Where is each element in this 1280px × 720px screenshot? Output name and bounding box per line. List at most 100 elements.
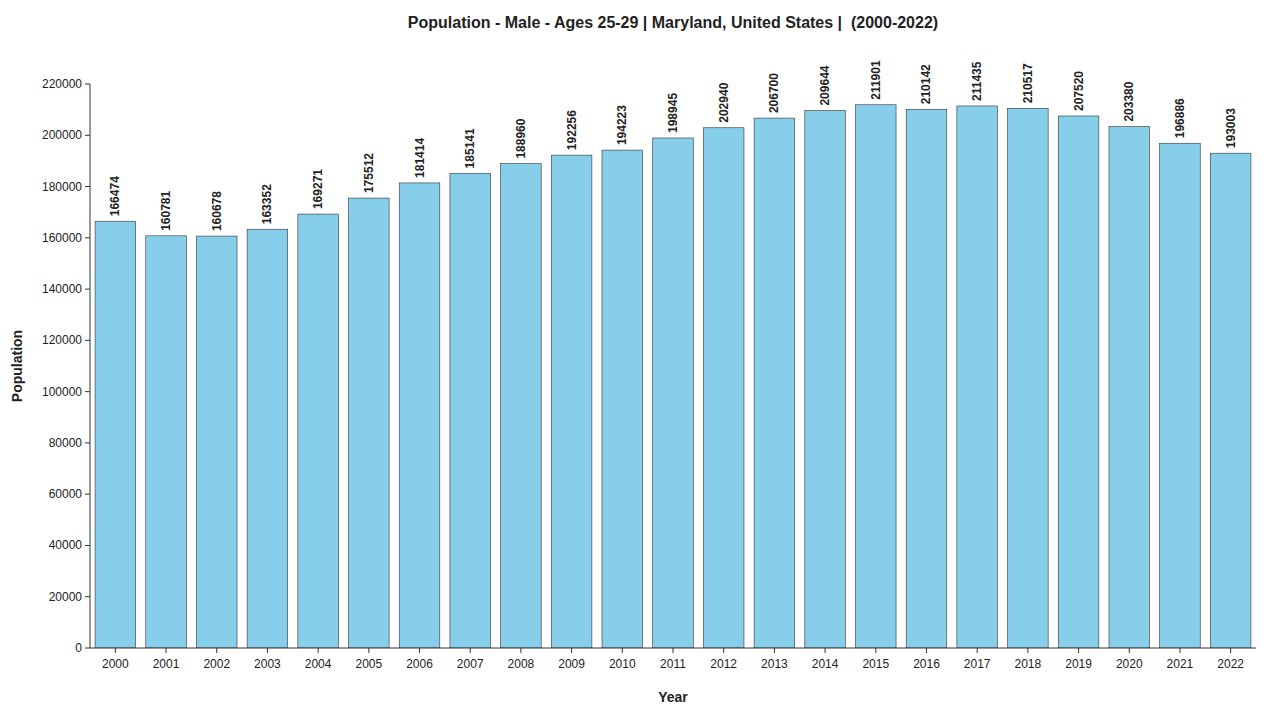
bar: [501, 164, 542, 648]
x-tick-label: 2018: [1015, 657, 1042, 671]
x-tick-label: 2013: [761, 657, 788, 671]
bar: [1058, 116, 1099, 648]
data-label: 210517: [1021, 63, 1035, 103]
y-tick-label: 80000: [49, 436, 83, 450]
x-tick-label: 2009: [558, 657, 585, 671]
data-label: 181414: [413, 138, 427, 178]
y-tick-label: 160000: [42, 231, 82, 245]
x-tick-label: 2022: [1217, 657, 1244, 671]
x-tick: [318, 648, 319, 653]
data-label: 207520: [1072, 71, 1086, 111]
y-tick: [85, 442, 90, 443]
x-tick: [1230, 648, 1231, 653]
x-tick: [1129, 648, 1130, 653]
x-tick-label: 2003: [254, 657, 281, 671]
data-label: 193003: [1224, 108, 1238, 148]
x-tick: [926, 648, 927, 653]
x-tick: [115, 648, 116, 653]
x-tick: [216, 648, 217, 653]
bar: [653, 138, 694, 648]
data-label: 192256: [565, 110, 579, 150]
x-tick-label: 2011: [660, 657, 686, 671]
bar: [1160, 143, 1201, 648]
x-tick: [723, 648, 724, 653]
bar: [703, 128, 744, 648]
x-tick-label: 2015: [862, 657, 889, 671]
x-tick-label: 2020: [1116, 657, 1143, 671]
x-tick-label: 2005: [355, 657, 382, 671]
x-tick: [166, 648, 167, 653]
bar: [551, 155, 592, 648]
y-tick: [85, 494, 90, 495]
bar: [856, 105, 897, 648]
y-tick: [85, 237, 90, 238]
x-tick-label: 2007: [457, 657, 484, 671]
y-tick: [85, 289, 90, 290]
x-tick: [520, 648, 521, 653]
bar: [196, 236, 237, 648]
data-label: 210142: [919, 64, 933, 104]
data-label: 160678: [210, 191, 224, 231]
y-tick: [85, 648, 90, 649]
bar: [298, 214, 339, 648]
bar: [95, 221, 136, 648]
bar: [805, 111, 846, 648]
data-label: 166474: [108, 176, 122, 216]
x-tick-label: 2014: [812, 657, 839, 671]
y-tick-label: 40000: [49, 538, 83, 552]
y-tick: [85, 596, 90, 597]
y-tick: [85, 340, 90, 341]
x-tick-label: 2004: [305, 657, 332, 671]
y-tick: [85, 391, 90, 392]
data-label: 185141: [463, 128, 477, 168]
y-axis-label: Population: [9, 330, 25, 402]
x-tick-label: 2016: [913, 657, 940, 671]
y-tick: [85, 135, 90, 136]
data-label: 196886: [1173, 98, 1187, 138]
bar: [1008, 108, 1049, 648]
bar: [1109, 127, 1150, 648]
data-label: 198945: [666, 93, 680, 133]
bar: [754, 118, 795, 648]
y-tick: [85, 84, 90, 85]
bar: [602, 150, 643, 648]
bar: [399, 183, 440, 648]
x-tick: [1027, 648, 1028, 653]
y-tick: [85, 545, 90, 546]
bar: [957, 106, 998, 648]
x-tick-label: 2021: [1167, 657, 1194, 671]
x-tick: [267, 648, 268, 653]
data-label: 203380: [1122, 81, 1136, 121]
x-tick-label: 2008: [508, 657, 535, 671]
x-tick: [825, 648, 826, 653]
x-tick: [368, 648, 369, 653]
y-tick: [85, 186, 90, 187]
bar: [906, 109, 947, 648]
bar: [146, 236, 187, 648]
y-axis-line: [90, 84, 91, 648]
x-tick: [673, 648, 674, 653]
y-tick-label: 180000: [42, 180, 82, 194]
data-label: 202940: [717, 82, 731, 122]
x-tick: [571, 648, 572, 653]
x-tick: [470, 648, 471, 653]
x-tick: [977, 648, 978, 653]
chart-title: Population - Male - Ages 25-29 | Marylan…: [408, 14, 938, 31]
data-label: 211435: [970, 61, 984, 101]
x-tick-label: 2017: [964, 657, 991, 671]
x-tick-label: 2019: [1065, 657, 1092, 671]
bar: [349, 198, 390, 648]
x-tick-label: 2010: [609, 657, 636, 671]
y-tick-label: 20000: [49, 590, 83, 604]
chart-svg: 1664741607811606781633521692711755121814…: [0, 0, 1280, 720]
y-tick-label: 60000: [49, 487, 83, 501]
x-tick-label: 2006: [406, 657, 433, 671]
y-tick-label: 200000: [42, 128, 82, 142]
x-tick-label: 2002: [203, 657, 230, 671]
x-tick: [419, 648, 420, 653]
x-axis-label: Year: [658, 689, 688, 705]
data-label: 169271: [311, 169, 325, 209]
data-label: 211901: [869, 60, 883, 100]
x-tick-label: 2001: [153, 657, 180, 671]
bar: [450, 173, 491, 648]
